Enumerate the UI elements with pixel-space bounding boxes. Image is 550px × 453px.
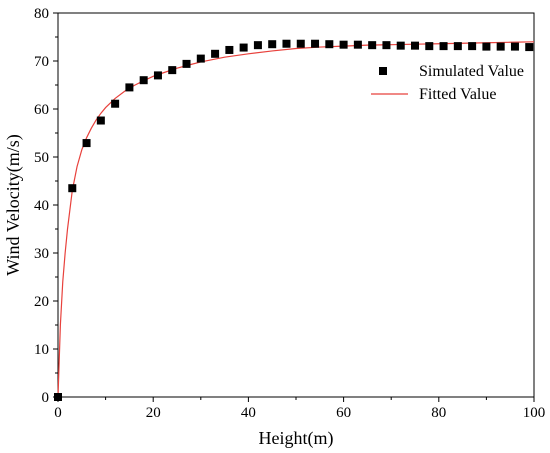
simulated-point xyxy=(468,42,477,51)
y-axis-title: Wind Velocity(m/s) xyxy=(3,134,24,275)
simulated-point xyxy=(253,41,262,50)
simulated-point xyxy=(211,49,220,58)
simulated-point xyxy=(96,116,105,125)
simulated-point xyxy=(111,99,120,108)
simulated-point xyxy=(139,76,148,85)
simulated-point xyxy=(425,42,434,51)
simulated-point xyxy=(168,66,177,75)
x-tick-label: 80 xyxy=(431,405,446,421)
simulated-point xyxy=(353,40,362,49)
x-tick-label: 0 xyxy=(54,405,62,421)
y-tick-label: 30 xyxy=(34,246,49,262)
simulated-point xyxy=(510,42,519,51)
simulated-point xyxy=(325,40,334,49)
simulated-point xyxy=(125,83,134,92)
simulated-point xyxy=(496,42,505,51)
simulated-point xyxy=(339,40,348,49)
y-tick-label: 10 xyxy=(34,342,49,358)
simulated-point xyxy=(268,40,277,49)
simulated-point xyxy=(382,41,391,50)
x-axis-title: Height(m) xyxy=(259,428,334,449)
x-tick-label: 20 xyxy=(146,405,161,421)
y-tick-label: 50 xyxy=(34,150,49,166)
simulated-point xyxy=(368,41,377,50)
simulated-point xyxy=(296,39,305,48)
simulated-point xyxy=(54,393,62,401)
legend: Simulated Value Fitted Value xyxy=(371,63,524,103)
legend-marker-simulated xyxy=(379,67,387,75)
simulated-point xyxy=(439,42,448,51)
simulated-point xyxy=(282,39,291,48)
simulated-series xyxy=(54,39,534,401)
x-tick-label: 40 xyxy=(241,405,256,421)
y-tick-label: 70 xyxy=(34,54,49,70)
simulated-point xyxy=(182,59,191,68)
simulated-point xyxy=(68,184,77,193)
legend-label-simulated: Simulated Value xyxy=(419,63,524,80)
x-axis: 0 20 40 60 80 100 xyxy=(54,397,546,421)
legend-label-fitted: Fitted Value xyxy=(419,86,496,103)
y-tick-label: 40 xyxy=(34,198,49,214)
y-tick-label: 0 xyxy=(42,390,50,406)
simulated-point xyxy=(396,41,405,50)
simulated-point xyxy=(311,39,320,48)
y-tick-label: 60 xyxy=(34,102,49,118)
simulated-point xyxy=(525,43,534,52)
simulated-point xyxy=(82,139,91,148)
simulated-point xyxy=(196,54,205,63)
y-tick-label: 20 xyxy=(34,294,49,310)
simulated-point xyxy=(482,42,491,51)
simulated-point xyxy=(225,45,234,54)
simulated-point xyxy=(153,71,162,80)
y-tick-label: 80 xyxy=(34,6,49,22)
simulated-point xyxy=(239,43,248,52)
x-tick-label: 60 xyxy=(336,405,351,421)
simulated-point xyxy=(453,42,462,51)
y-axis: 0 10 20 30 40 50 60 70 80 xyxy=(34,6,58,406)
x-tick-label: 100 xyxy=(523,405,546,421)
simulated-point xyxy=(411,41,419,50)
